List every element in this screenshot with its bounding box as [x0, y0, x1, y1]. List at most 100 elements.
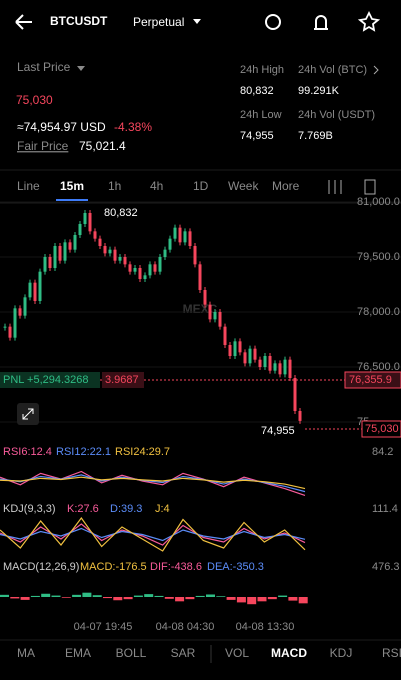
- symbol: BTCUSDT: [50, 14, 108, 28]
- indicator-label: K:27.6: [67, 503, 99, 515]
- macd-bar: [164, 597, 174, 599]
- stat-label: 24h High: [240, 64, 284, 76]
- macd-bar: [51, 595, 61, 597]
- x-label: 04-08 04:30: [156, 621, 215, 633]
- candle: [178, 227, 182, 243]
- candle: [268, 356, 272, 371]
- macd-bar: [206, 594, 215, 597]
- back[interactable]: [15, 14, 32, 30]
- candle: [8, 326, 12, 338]
- candle: [148, 264, 152, 276]
- candle: [98, 238, 102, 246]
- mark-price: 75,030: [365, 423, 399, 435]
- macd-bar: [144, 594, 154, 597]
- interval-tab[interactable]: 4h: [150, 179, 163, 193]
- indicator-label: J:4: [155, 503, 170, 515]
- macd-bar: [216, 596, 226, 597]
- candle: [293, 378, 297, 411]
- indicator-tab[interactable]: SAR: [171, 646, 196, 660]
- indicator-tab[interactable]: EMA: [65, 646, 91, 660]
- candle: [113, 249, 117, 261]
- indicator-label: RSI24:29.7: [115, 446, 170, 458]
- candle: [298, 411, 302, 421]
- candle: [203, 290, 207, 305]
- indicator-label: RSI12:22.1: [56, 446, 111, 458]
- candle: [153, 264, 157, 272]
- candle: [83, 213, 87, 224]
- star[interactable]: [357, 10, 381, 32]
- x-label: 04-07 19:45: [74, 621, 133, 633]
- interval-tab[interactable]: 1D: [193, 179, 209, 193]
- low-label: 74,955: [261, 425, 295, 437]
- interval-tab[interactable]: Line: [17, 179, 40, 193]
- macd-bar: [20, 597, 30, 600]
- candle: [38, 271, 42, 301]
- candle: [278, 363, 282, 375]
- candle: [68, 242, 72, 250]
- candle: [228, 345, 232, 356]
- candle: [273, 363, 277, 371]
- candle: [173, 227, 177, 239]
- macd-bar: [154, 595, 164, 597]
- interval-tab[interactable]: 1h: [108, 179, 121, 193]
- indicator-tab[interactable]: KDJ: [330, 646, 353, 660]
- fullscreen-icon: [22, 408, 34, 420]
- last-price-label: Last Price: [17, 60, 71, 74]
- candle: [243, 352, 247, 364]
- indicator-tab[interactable]: VOL: [225, 646, 249, 660]
- indicator-tab[interactable]: BOLL: [116, 646, 147, 660]
- macd-bar: [30, 595, 40, 597]
- stat-value: 7.769B: [298, 130, 333, 142]
- macd-bar: [195, 595, 205, 597]
- indicator-max: 84.2: [372, 446, 393, 458]
- interval-tab[interactable]: More: [272, 179, 300, 193]
- candle: [3, 326, 7, 328]
- macd-bar: [298, 597, 308, 604]
- candle: [198, 264, 202, 290]
- bell[interactable]: [314, 15, 328, 30]
- y-tick-label: 78,000.0: [357, 306, 400, 318]
- indicator-label: MACD(12,26,9): [3, 561, 79, 573]
- candle: [88, 213, 92, 232]
- usd-price: ≈74,954.97 USD: [17, 120, 106, 134]
- stat-label: 24h Low: [240, 109, 282, 121]
- contract[interactable]: Perpetual: [133, 15, 184, 29]
- stat-label: 24h Vol (USDT): [298, 109, 375, 121]
- candle: [78, 224, 82, 235]
- refresh[interactable]: [265, 14, 281, 30]
- interval-tab[interactable]: Week: [228, 179, 259, 193]
- stat-value: 74,955: [240, 130, 274, 142]
- candle: [93, 231, 97, 239]
- candle: [168, 238, 172, 250]
- position-box: [344, 371, 401, 389]
- settings[interactable]: [328, 180, 342, 194]
- macd-bar: [185, 597, 195, 600]
- high-label: 80,832: [104, 207, 138, 219]
- candle: [13, 308, 17, 338]
- macd-bar: [92, 595, 102, 597]
- macd-bar: [267, 597, 277, 600]
- candle: [53, 246, 57, 268]
- candle: [238, 341, 242, 353]
- macd-bar: [82, 592, 92, 597]
- dropdown: [77, 66, 85, 71]
- candle: [23, 297, 27, 316]
- candle: [288, 359, 292, 378]
- macd-bar: [288, 597, 298, 601]
- candle: [223, 326, 227, 345]
- candle: [263, 356, 267, 367]
- indicator-tab[interactable]: RSI: [382, 646, 401, 660]
- change: -4.38%: [114, 120, 152, 134]
- copy[interactable]: [364, 179, 376, 195]
- indicator-tab[interactable]: MACD: [271, 646, 307, 660]
- interval-tab[interactable]: 15m: [60, 179, 84, 193]
- candle: [133, 268, 137, 272]
- candle: [28, 282, 32, 298]
- candle: [283, 359, 287, 375]
- macd-bar: [103, 597, 112, 599]
- indicator-tab[interactable]: MA: [17, 646, 35, 660]
- stat-value: 99.291K: [298, 85, 340, 97]
- qty-box: [102, 372, 144, 388]
- watermark: MEXC: [183, 302, 218, 316]
